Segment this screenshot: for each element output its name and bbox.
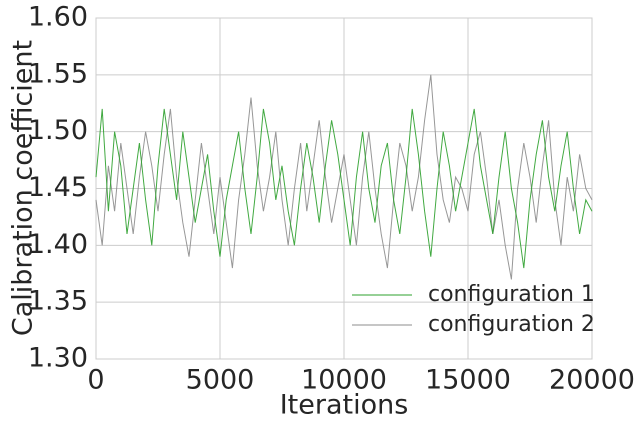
series-line bbox=[95, 74, 593, 280]
x-tick-label: 15000 bbox=[425, 365, 511, 396]
legend-label: configuration 2 bbox=[428, 312, 595, 337]
plot-frame bbox=[95, 17, 593, 360]
x-tick-label: 5000 bbox=[186, 365, 255, 396]
x-axis-label: Iterations bbox=[280, 390, 409, 421]
x-tick-label: 10000 bbox=[301, 365, 387, 396]
x-tick-label: 20000 bbox=[549, 365, 635, 396]
y-tick-label: 1.45 bbox=[28, 172, 88, 203]
y-tick-label: 1.55 bbox=[28, 58, 88, 89]
y-tick-label: 1.30 bbox=[28, 343, 88, 374]
y-tick-label: 1.35 bbox=[28, 286, 88, 317]
y-tick-label: 1.60 bbox=[28, 2, 88, 33]
y-tick-label: 1.50 bbox=[28, 115, 88, 146]
legend-label: configuration 1 bbox=[428, 282, 595, 307]
x-tick-label: 0 bbox=[87, 365, 104, 396]
series-line bbox=[95, 108, 593, 269]
y-tick-label: 1.40 bbox=[28, 229, 88, 260]
y-axis-label: Calibration coefficient bbox=[8, 40, 39, 336]
